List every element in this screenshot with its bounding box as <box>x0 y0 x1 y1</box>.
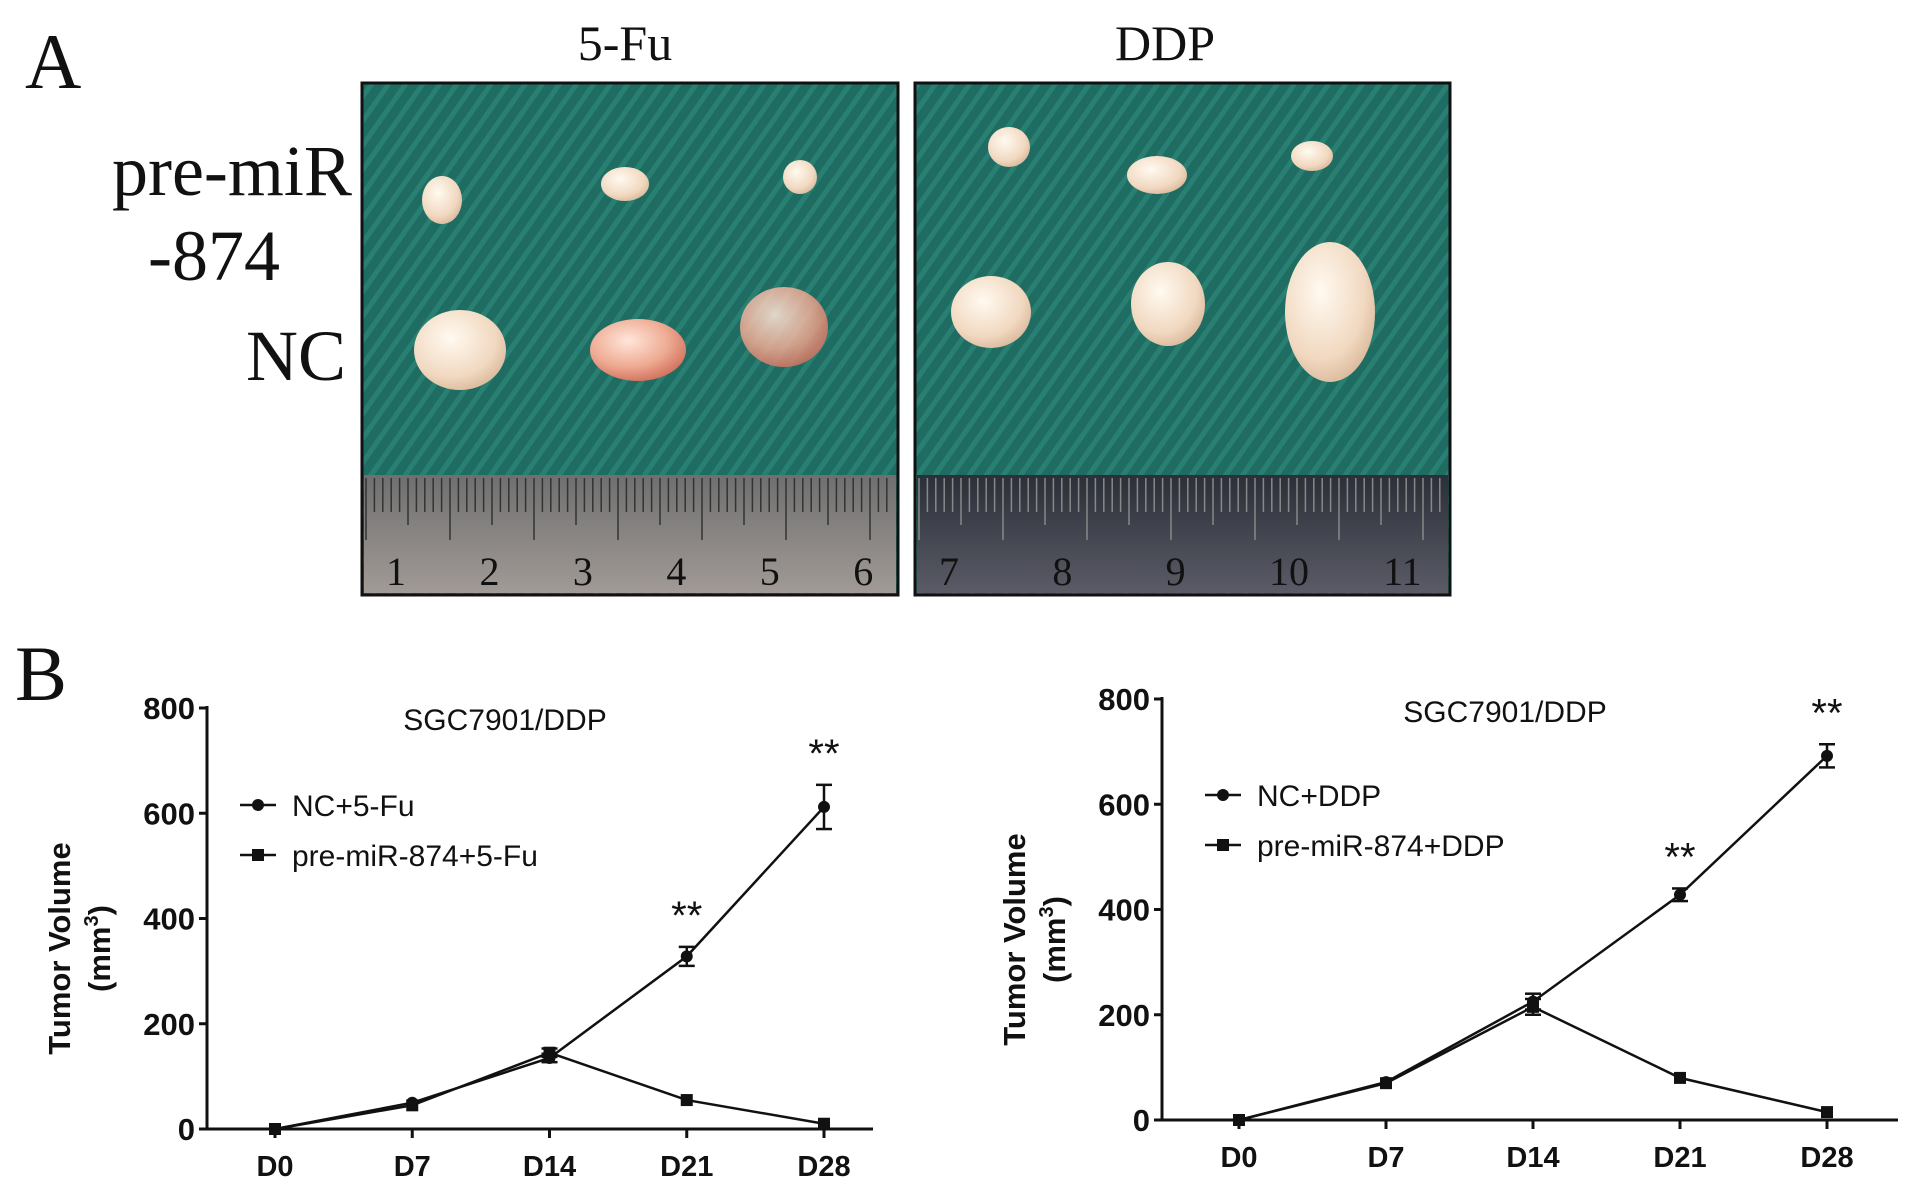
ruler-number: 7 <box>939 549 959 594</box>
data-point <box>1674 888 1686 901</box>
significance-marker: ** <box>1664 835 1695 879</box>
data-point <box>543 1046 556 1059</box>
significance-marker: ** <box>808 732 839 776</box>
y-axis-unit: (mm3) <box>81 905 117 992</box>
data-point <box>680 1094 693 1107</box>
ruler-number: 9 <box>1166 549 1186 594</box>
x-tick-label: D21 <box>1653 1142 1706 1174</box>
tumor-photo-5fu: 1 2 3 4 5 6 <box>360 81 900 597</box>
legend-marker <box>252 799 264 811</box>
data-point <box>1527 1000 1539 1013</box>
chart-title: SGC7901/DDP <box>1403 696 1606 729</box>
y-tick-label: 600 <box>143 796 195 831</box>
row-label-nc: NC <box>246 316 346 396</box>
legend-marker <box>1217 789 1229 801</box>
data-point <box>406 1099 419 1112</box>
data-point <box>1821 1106 1833 1119</box>
data-point <box>1821 749 1833 762</box>
data-point <box>818 1117 830 1130</box>
x-tick-label: D21 <box>660 1151 713 1183</box>
panel-b-label: B <box>15 630 67 717</box>
legend-marker <box>1217 839 1229 851</box>
legend-label: pre-miR-874+5-Fu <box>292 840 538 873</box>
y-tick-label: 400 <box>1098 893 1150 928</box>
legend-label: pre-miR-874+DDP <box>1257 830 1505 863</box>
data-point <box>1233 1114 1245 1126</box>
data-point <box>680 950 693 963</box>
row-label-pre-mir: pre-miR <box>112 131 352 211</box>
y-tick-label: 800 <box>1098 682 1150 717</box>
y-tick-label: 0 <box>178 1112 195 1147</box>
legend-marker <box>252 849 264 861</box>
y-axis-unit-part: (mm <box>82 927 117 992</box>
significance-marker: ** <box>671 894 702 938</box>
ruler-number: 3 <box>573 549 593 594</box>
ruler-number: 1 <box>386 549 406 594</box>
legend-label: NC+DDP <box>1257 780 1381 813</box>
ruler-number: 8 <box>1052 549 1072 594</box>
y-axis-unit-part: 3 <box>1036 906 1058 917</box>
ruler-number: 11 <box>1383 549 1422 594</box>
y-axis-label: Tumor Volume <box>42 842 77 1054</box>
x-tick-label: D14 <box>1506 1142 1559 1174</box>
x-tick-label: D0 <box>256 1151 293 1183</box>
data-point <box>1380 1077 1392 1090</box>
ruler-number: 10 <box>1269 549 1309 594</box>
x-tick-label: D28 <box>797 1151 850 1183</box>
y-tick-label: 800 <box>143 691 195 726</box>
y-tick-label: 600 <box>1098 787 1150 822</box>
column-label-5fu: 5-Fu <box>578 15 672 71</box>
y-axis-unit-part: 3 <box>81 915 103 926</box>
row-label-874: -874 <box>148 216 280 296</box>
series-line-1 <box>1238 1005 1828 1122</box>
series-line-1 <box>274 1051 825 1131</box>
data-point <box>1674 1071 1686 1084</box>
y-axis-unit: (mm3) <box>1036 896 1072 983</box>
y-tick-label: 0 <box>1133 1103 1150 1138</box>
y-tick-label: 400 <box>143 902 195 937</box>
x-tick-label: D7 <box>394 1151 431 1183</box>
ruler-number: 2 <box>479 549 499 594</box>
significance-marker: ** <box>1811 691 1842 735</box>
column-label-ddp: DDP <box>1115 15 1215 71</box>
x-tick-label: D28 <box>1800 1142 1853 1174</box>
ruler-number: 4 <box>666 549 686 594</box>
chart-5fu: 0 200 400 600 800 D0 D7 D14 D21 D28 SGC7901/DDP Tum… <box>42 691 873 1183</box>
ruler-number: 5 <box>760 549 780 594</box>
panel-a-label: A <box>25 18 81 105</box>
y-tick-label: 200 <box>143 1007 195 1042</box>
x-tick-label: D7 <box>1367 1142 1404 1174</box>
legend-label: NC+5-Fu <box>292 790 415 823</box>
y-tick-label: 200 <box>1098 998 1150 1033</box>
y-axis-unit-part: ) <box>1037 896 1072 906</box>
y-axis-label: Tumor Volume <box>997 833 1032 1045</box>
data-point <box>818 800 830 813</box>
tumor-photo-ddp: 7 8 9 10 11 <box>913 81 1452 597</box>
y-axis-unit-part: ) <box>82 905 117 915</box>
y-axis-unit-part: (mm <box>1037 918 1072 983</box>
x-tick-label: D0 <box>1220 1142 1257 1174</box>
chart-ddp: 0 200 400 600 800 D0 D7 D14 D21 D28 SGC7901/DDP Tum… <box>997 682 1898 1174</box>
x-tick-label: D14 <box>523 1151 576 1183</box>
chart-title: SGC7901/DDP <box>403 704 606 737</box>
ruler-number: 6 <box>853 549 873 594</box>
data-point <box>269 1123 281 1135</box>
